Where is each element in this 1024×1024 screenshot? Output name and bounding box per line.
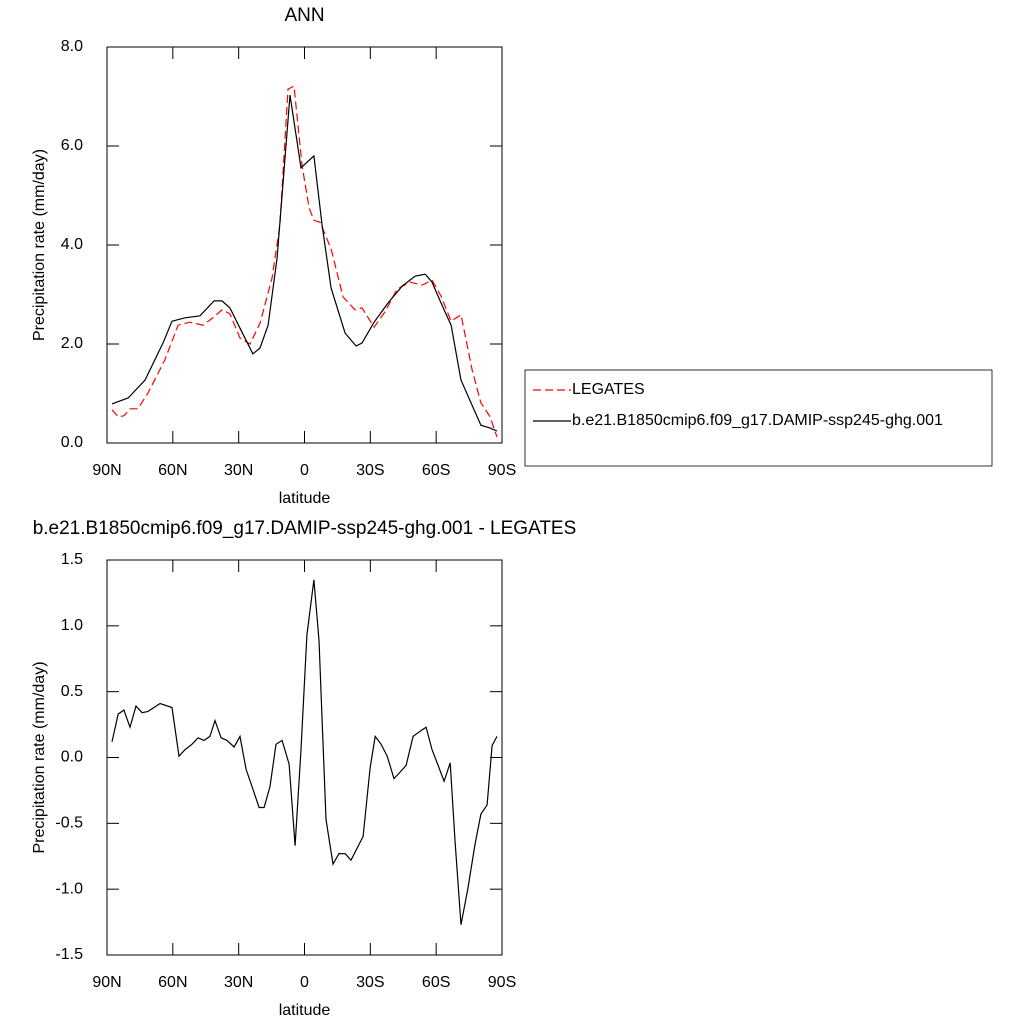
y-tick-label: 0.0 (61, 434, 83, 451)
y-tick-label: -1.0 (55, 880, 83, 897)
x-axis-label: latitude (279, 490, 331, 507)
chart-title: ANN (284, 5, 324, 26)
x-tick-label: 60S (422, 462, 450, 479)
y-tick-label: 8.0 (61, 38, 83, 55)
y-axis-label: Precipitation rate (mm/day) (31, 149, 48, 341)
data-line (111, 579, 498, 925)
legend-box (524, 369, 993, 467)
y-tick-label: 0.5 (61, 683, 83, 700)
y-tick-label: -0.5 (55, 815, 83, 832)
y-tick-label: 4.0 (61, 236, 83, 253)
plot-frame (106, 46, 503, 444)
data-line (111, 85, 498, 438)
x-tick-label: 0 (300, 462, 309, 479)
chart-title: b.e21.B1850cmip6.f09_g17.DAMIP-ssp245-gh… (33, 518, 577, 539)
x-tick-label: 30N (224, 462, 253, 479)
x-tick-label: 0 (300, 974, 309, 991)
x-tick-label: 90N (92, 462, 121, 479)
y-tick-label: 1.0 (61, 617, 83, 634)
y-tick-label: 2.0 (61, 335, 83, 352)
y-axis-label: Precipitation rate (mm/day) (31, 661, 48, 853)
x-tick-label: 60S (422, 974, 450, 991)
x-tick-label: 90N (92, 974, 121, 991)
y-tick-label: 6.0 (61, 137, 83, 154)
x-tick-label: 60N (158, 974, 187, 991)
x-tick-label: 30S (356, 974, 384, 991)
x-tick-label: 30S (356, 462, 384, 479)
x-tick-label: 90S (488, 974, 516, 991)
x-tick-label: 60N (158, 462, 187, 479)
y-tick-label: 1.5 (61, 551, 83, 568)
x-tick-label: 90S (488, 462, 516, 479)
x-axis-label: latitude (279, 1002, 331, 1019)
x-tick-label: 30N (224, 974, 253, 991)
data-line (111, 94, 498, 432)
y-tick-label: -1.5 (55, 946, 83, 963)
legend-label: LEGATES (572, 381, 645, 398)
legend-label: b.e21.B1850cmip6.f09_g17.DAMIP-ssp245-gh… (572, 412, 943, 429)
plot-frame (106, 559, 503, 956)
y-tick-label: 0.0 (61, 749, 83, 766)
